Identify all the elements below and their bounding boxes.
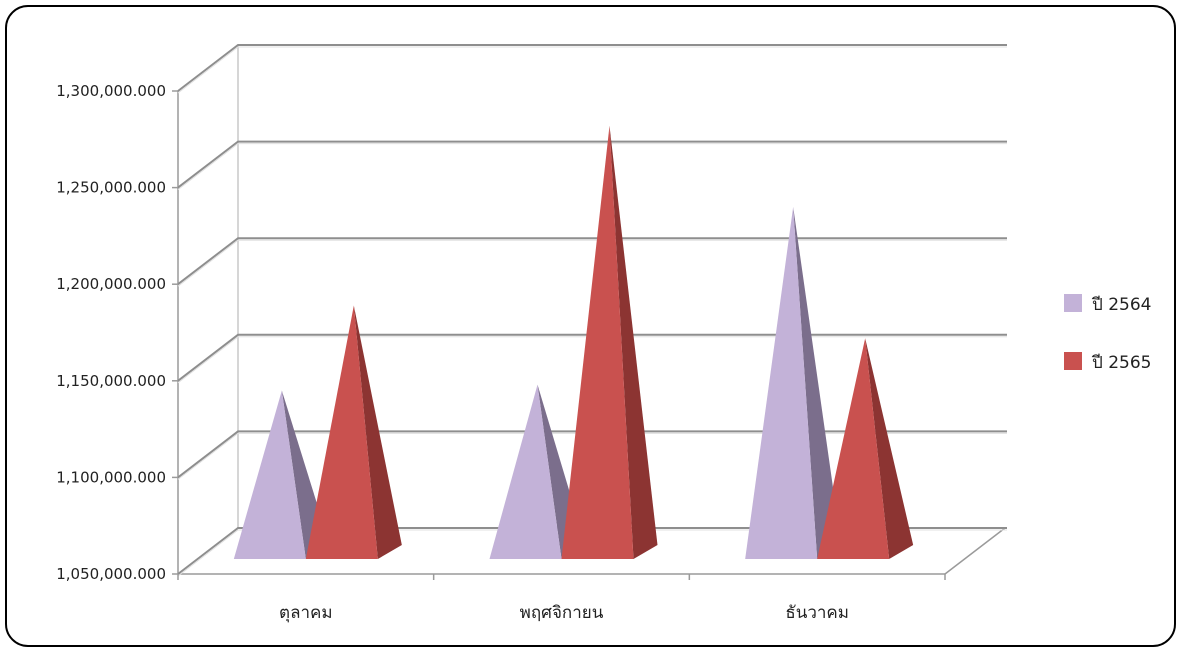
gridlines xyxy=(177,44,1007,577)
x-tick-label: พฤศจิกายน xyxy=(520,603,604,623)
y-tick-label: 1,150,000.000 xyxy=(56,372,166,390)
pyramid-2-2 xyxy=(561,125,658,559)
legend-item: ปี 2565 xyxy=(1064,352,1151,373)
legend-label: ปี 2565 xyxy=(1091,353,1151,373)
y-tick-label: 1,250,000.000 xyxy=(56,179,166,197)
chart-walls xyxy=(177,45,1006,575)
legend-label: ปี 2564 xyxy=(1091,295,1151,315)
gridline xyxy=(177,430,1007,480)
gridline xyxy=(177,44,1007,94)
legend-swatch xyxy=(1064,352,1082,370)
legend-swatch xyxy=(1064,294,1082,312)
y-tick-label: 1,050,000.000 xyxy=(56,565,166,583)
pyramid-2-1 xyxy=(305,305,402,559)
pyramid-1-3 xyxy=(745,206,842,560)
x-tick-label: ธันวาคม xyxy=(785,603,849,623)
gridline xyxy=(177,237,1007,287)
pyramid-2-3 xyxy=(817,338,914,559)
y-tick-label: 1,100,000.000 xyxy=(56,468,166,486)
gridline xyxy=(177,333,1007,384)
pyramids xyxy=(233,125,914,560)
x-axis: ตุลาคม พฤศจิกายน ธันวาคม xyxy=(177,574,946,623)
floor-edge xyxy=(944,527,1006,575)
y-tick-label: 1,300,000.000 xyxy=(56,82,166,100)
y-tick-label: 1,200,000.000 xyxy=(56,275,166,293)
y-axis: 1,050,000.000 1,100,000.000 1,150,000.000 1… xyxy=(56,82,178,583)
gridline xyxy=(177,140,1007,190)
legend: ปี 2564 ปี 2565 xyxy=(1064,294,1151,373)
x-tick-label: ตุลาคม xyxy=(279,603,333,623)
legend-item: ปี 2564 xyxy=(1064,294,1151,315)
